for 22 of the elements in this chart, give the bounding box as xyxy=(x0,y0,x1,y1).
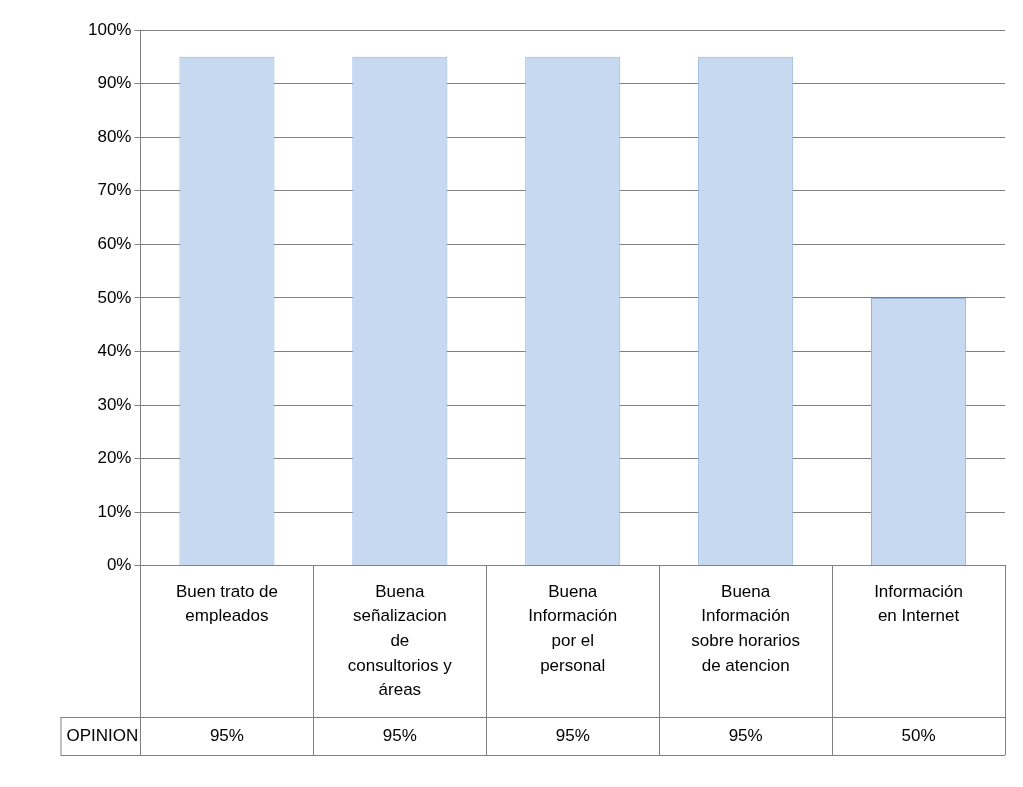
data-label: 95% xyxy=(382,725,417,745)
y-tick-label: 20% xyxy=(97,448,132,468)
y-tick-label: 100% xyxy=(88,19,132,39)
x-tick-label: Buena Información por el personal xyxy=(528,581,618,675)
y-tick-label: 10% xyxy=(97,501,132,521)
x-tick-label: Buen trato de empleados xyxy=(175,581,278,626)
x-tick-label: Buena Información sobre horarios de atencion xyxy=(691,581,800,675)
data-label: 95% xyxy=(728,725,763,745)
y-tick-label: 40% xyxy=(97,341,132,361)
y-tick-label: 0% xyxy=(106,555,132,575)
y-tick-label: 70% xyxy=(97,180,132,200)
y-tick-label: 80% xyxy=(97,126,132,146)
y-tick-label: 90% xyxy=(97,73,132,93)
data-label: 95% xyxy=(209,725,244,745)
x-tick-label: Buena señalizacion de consultorios y áreas xyxy=(347,581,453,700)
y-tick-label: 30% xyxy=(97,394,132,414)
data-label: 50% xyxy=(901,725,936,745)
text: OPINION xyxy=(66,725,139,745)
data-label: 95% xyxy=(555,725,590,745)
y-tick-label: 60% xyxy=(97,233,132,253)
x-tick-label: Información en Internet xyxy=(874,581,963,626)
y-tick-label: 50% xyxy=(97,287,132,307)
